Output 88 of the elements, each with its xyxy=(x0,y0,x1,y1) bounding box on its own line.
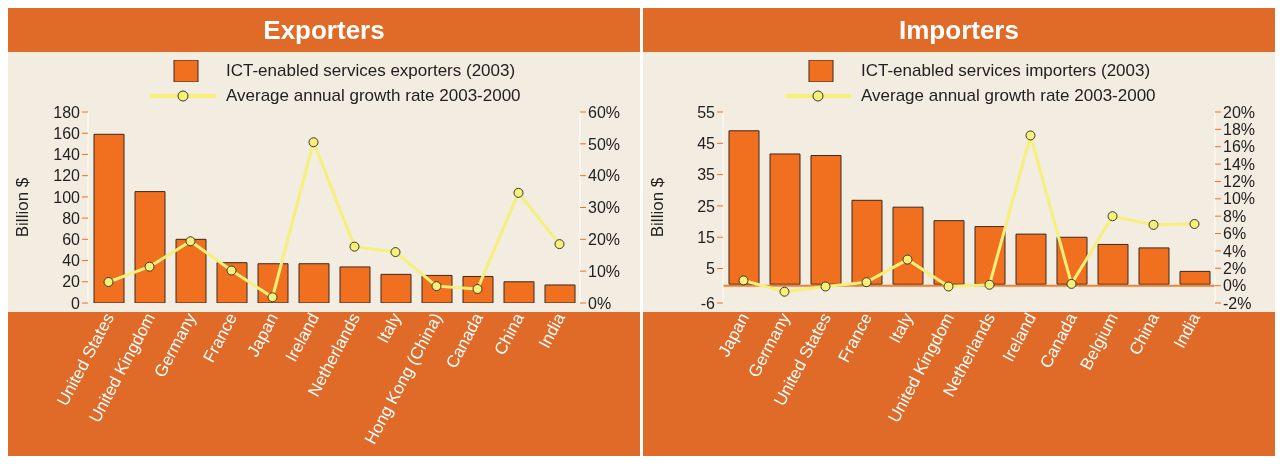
y-tick-label: 55 xyxy=(697,103,716,121)
point xyxy=(1148,219,1159,230)
y2-tick-label: 30% xyxy=(588,199,621,217)
y-tick-label: 15 xyxy=(697,228,716,246)
bar xyxy=(851,199,883,285)
y-axis-title: Billion $ xyxy=(648,177,668,238)
point xyxy=(943,281,954,292)
x-tick-label: India xyxy=(1169,309,1205,352)
y2-tick-label: 0% xyxy=(1223,277,1247,295)
chart-title: Importers xyxy=(898,13,1020,47)
y2-tick-label: 60% xyxy=(588,103,621,121)
bar xyxy=(93,133,125,303)
point xyxy=(144,261,155,272)
point xyxy=(390,247,401,258)
point xyxy=(267,292,278,303)
point xyxy=(349,241,360,252)
y2-tick-label: 16% xyxy=(1223,138,1256,156)
bar xyxy=(769,153,801,285)
y-tick-label: 100 xyxy=(53,188,81,206)
bar xyxy=(298,263,330,303)
bar xyxy=(544,284,576,303)
y-tick-label: 5 xyxy=(706,260,716,278)
y2-tick-label: 6% xyxy=(1223,225,1247,243)
point xyxy=(1189,219,1200,229)
point xyxy=(226,265,237,276)
y-tick-label: 80 xyxy=(62,209,81,227)
y2-tick-label: 20% xyxy=(1223,103,1256,121)
point xyxy=(1107,211,1118,222)
y-tick-label: 35 xyxy=(697,166,716,184)
point xyxy=(779,286,790,297)
bar xyxy=(175,238,207,303)
y2-tick-label: 50% xyxy=(588,135,621,153)
point xyxy=(513,187,524,198)
y2-tick-label: -2% xyxy=(1223,294,1252,312)
bar xyxy=(933,220,965,285)
y-tick-label: 25 xyxy=(697,197,716,215)
y2-tick-label: 14% xyxy=(1223,155,1256,173)
point xyxy=(1066,278,1077,289)
y-tick-label: -6 xyxy=(700,294,716,312)
bar xyxy=(1138,247,1170,285)
bar xyxy=(1097,243,1129,285)
point xyxy=(902,254,913,265)
point xyxy=(185,236,196,247)
y2-tick-label: 2% xyxy=(1223,259,1247,277)
point xyxy=(820,281,831,292)
y-tick-label: 160 xyxy=(53,124,81,142)
y2-tick-label: 0% xyxy=(588,294,612,312)
bar xyxy=(1015,233,1047,285)
x-tick-label: Italy xyxy=(885,309,918,347)
y-axis-title: Billion $ xyxy=(13,177,33,238)
point xyxy=(103,276,114,287)
y2-tick-label: 12% xyxy=(1223,173,1256,191)
y-tick-label: 20 xyxy=(62,273,81,291)
y-tick-label: 180 xyxy=(53,103,81,121)
bar xyxy=(339,266,371,303)
bar xyxy=(810,155,842,285)
y-tick-label: 40 xyxy=(62,252,81,270)
y2-tick-label: 20% xyxy=(588,231,621,249)
legend-label: Average annual growth rate 2003-2000 xyxy=(226,85,521,106)
y2-tick-label: 10% xyxy=(1223,190,1256,208)
bar xyxy=(892,206,924,285)
point xyxy=(984,279,995,290)
y-tick-label: 0 xyxy=(71,294,81,312)
point xyxy=(1025,130,1036,141)
y-tick-label: 140 xyxy=(53,146,81,164)
legend-label: Average annual growth rate 2003-2000 xyxy=(861,85,1156,106)
legend-label: ICT-enabled services importers (2003) xyxy=(861,60,1151,81)
legend-label: ICT-enabled services exporters (2003) xyxy=(226,60,516,81)
point xyxy=(308,137,319,148)
bar xyxy=(134,191,166,303)
y-tick-label: 60 xyxy=(62,231,81,249)
y2-tick-label: 40% xyxy=(588,167,621,185)
x-tick-label: Italy xyxy=(373,309,406,347)
bar xyxy=(728,130,760,285)
chart-title: Exporters xyxy=(262,13,386,47)
point xyxy=(738,275,749,286)
bar xyxy=(1179,270,1211,285)
bar xyxy=(503,281,535,303)
y2-tick-label: 8% xyxy=(1223,207,1247,225)
y2-tick-label: 4% xyxy=(1223,242,1247,260)
bar xyxy=(380,273,412,303)
x-tick-label: India xyxy=(534,309,570,352)
point xyxy=(554,239,565,250)
y2-tick-label: 18% xyxy=(1223,121,1256,139)
y-tick-label: 120 xyxy=(53,167,81,185)
y2-tick-label: 10% xyxy=(588,262,621,280)
point xyxy=(861,277,872,288)
y-tick-label: 45 xyxy=(697,134,716,152)
